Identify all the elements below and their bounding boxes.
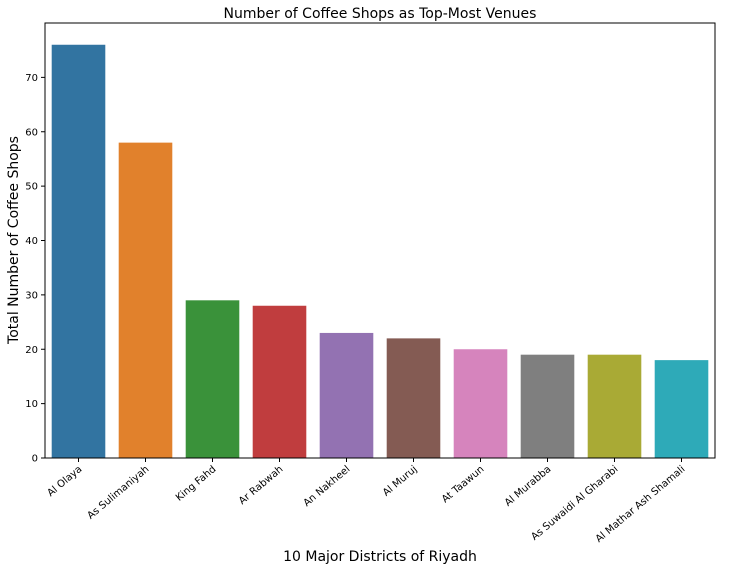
x-axis: Al Olaya As Sulimaniyah King Fahd Ar Rabwah… <box>45 458 687 545</box>
bar-ar-rabwah <box>252 305 307 458</box>
x-tick-label: Al Olaya <box>45 464 84 499</box>
y-tick-label: 0 <box>32 454 38 465</box>
bar-at-taawun <box>453 349 508 458</box>
y-tick-label: 60 <box>25 127 38 138</box>
y-tick-label: 30 <box>25 290 38 301</box>
bar-al-muruj <box>386 338 441 458</box>
bar-al-murabba <box>520 354 575 458</box>
x-tick-label: As Sulimaniyah <box>85 464 151 522</box>
y-axis-label: Total Number of Coffee Shops <box>6 136 22 345</box>
x-axis-label: 10 Major Districts of Riyadh <box>283 549 477 565</box>
y-tick-label: 20 <box>25 345 38 356</box>
chart-title: Number of Coffee Shops as Top-Most Venue… <box>224 6 537 22</box>
x-tick-label: King Fahd <box>174 464 218 504</box>
x-tick-label: Al Muruj <box>381 464 419 499</box>
x-tick-label: At Taawun <box>440 464 486 505</box>
bar-al-mathar-ash-shamali <box>654 360 709 458</box>
bars-group <box>51 44 709 458</box>
x-tick-label: An Nakheel <box>302 464 353 509</box>
y-tick-label: 70 <box>25 73 38 84</box>
x-tick-label: Al Murabba <box>503 464 554 509</box>
y-tick-label: 40 <box>25 236 38 247</box>
y-tick-label: 50 <box>25 182 38 193</box>
x-tick-label: Ar Rabwah <box>237 464 285 507</box>
y-tick-label: 10 <box>25 399 38 410</box>
bar-an-nakheel <box>319 332 374 458</box>
y-axis: 0 10 20 30 40 50 60 70 <box>25 73 45 465</box>
bar-king-fahd <box>185 300 240 458</box>
bar-al-olaya <box>51 44 106 458</box>
bar-as-suwaidi-al-gharabi <box>587 354 642 458</box>
bar-as-sulimaniyah <box>118 142 173 458</box>
plot-frame <box>44 22 716 459</box>
